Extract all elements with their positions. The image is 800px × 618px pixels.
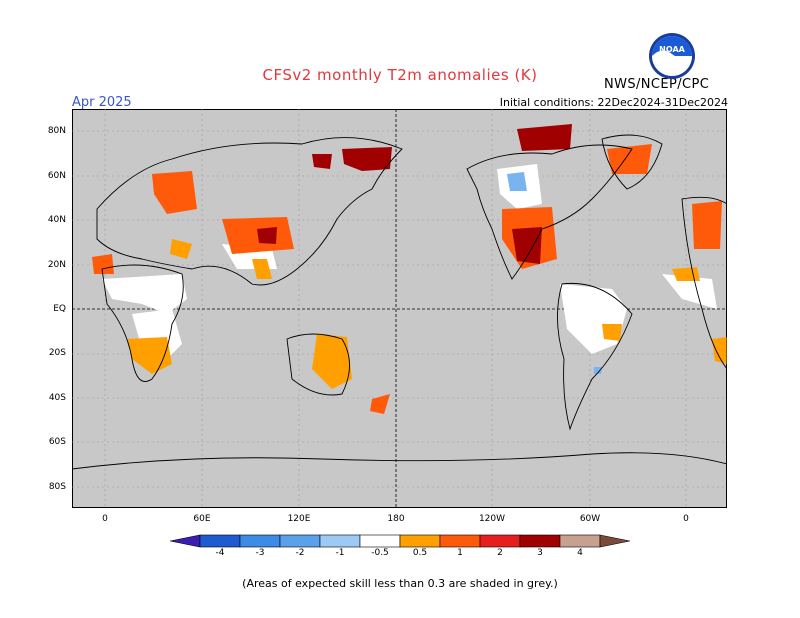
- colorbar-label: 4: [577, 548, 583, 558]
- warm-darkred-regions: [257, 124, 572, 264]
- lon-label: 120W: [478, 514, 506, 524]
- lon-label: 60W: [579, 514, 601, 524]
- colorbar: [170, 534, 630, 548]
- colorbar-swatch: [479, 534, 521, 548]
- initial-conditions: Initial conditions: 22Dec2024-31Dec2024: [499, 96, 728, 109]
- colorbar-label: -4: [215, 548, 225, 558]
- colorbar-label: 0.5: [412, 548, 428, 558]
- colorbar-swatch: [199, 534, 241, 548]
- gridlines: [72, 109, 727, 508]
- colorbar-swatch: [439, 534, 481, 548]
- noaa-logo: NOAA: [649, 33, 695, 79]
- lon-label: 0: [683, 514, 689, 524]
- lat-label: 40S: [48, 393, 66, 403]
- colorbar-left-arrow: [170, 534, 201, 548]
- colorbar-label: -1: [335, 548, 345, 558]
- lat-label: 60S: [48, 437, 66, 447]
- chart-title: CFSv2 monthly T2m anomalies (K): [262, 66, 538, 84]
- logo-text: NOAA: [659, 45, 685, 54]
- forecast-month: Apr 2025: [72, 95, 132, 110]
- colorbar-right-arrow: [599, 534, 630, 548]
- colorbar-swatch: [399, 534, 441, 548]
- lat-label: 20S: [48, 348, 66, 358]
- lon-label: 120E: [287, 514, 311, 524]
- lon-label: 180: [387, 514, 405, 524]
- colorbar-swatch: [519, 534, 561, 548]
- lat-label: 60N: [47, 171, 66, 181]
- colorbar-label: 1: [457, 548, 463, 558]
- warm-red-regions: [92, 144, 722, 414]
- colorbar-label: 3: [537, 548, 543, 558]
- agency-label: NWS/NCEP/CPC: [604, 77, 710, 92]
- warm-orange-regions: [127, 239, 727, 389]
- lat-label: 20N: [47, 260, 66, 270]
- lon-label: 0: [102, 514, 108, 524]
- lat-label: 40N: [47, 215, 66, 225]
- lon-label: 60E: [193, 514, 211, 524]
- colorbar-swatch: [279, 534, 321, 548]
- lat-label: 80S: [48, 482, 66, 492]
- colorbar-label: -0.5: [371, 548, 389, 558]
- cold-regions: [507, 172, 602, 374]
- colorbar-swatch: [559, 534, 601, 548]
- colorbar-label: -2: [295, 548, 305, 558]
- lat-label: 80N: [47, 126, 66, 136]
- colorbar-label: -3: [255, 548, 265, 558]
- colorbar-swatch: [239, 534, 281, 548]
- coastlines: [72, 134, 727, 470]
- skill-note: (Areas of expected skill less than 0.3 a…: [242, 577, 558, 590]
- colorbar-label: 2: [497, 548, 503, 558]
- lat-label: EQ: [53, 304, 66, 314]
- colorbar-swatch: [359, 534, 401, 548]
- colorbar-swatch: [319, 534, 361, 548]
- map-canvas: [72, 109, 727, 508]
